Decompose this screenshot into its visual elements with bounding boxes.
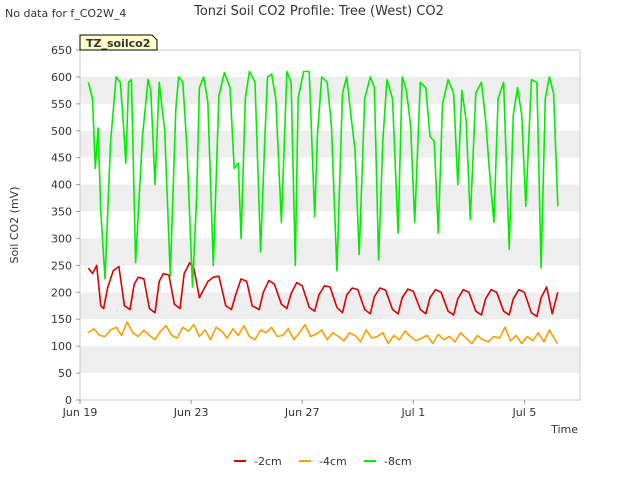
series-line-8cm [87, 70, 559, 288]
badge-label: TZ_soilco2 [86, 37, 150, 50]
no-data-note: No data for f_CO2W_4 [5, 7, 126, 20]
y-tick-label: 550 [51, 98, 72, 111]
x-axis-label: Time [550, 423, 578, 436]
y-tick-label: 500 [51, 125, 72, 138]
y-tick-label: 450 [51, 152, 72, 165]
plot-area-border [79, 49, 581, 401]
x-tick-label: Jun 23 [173, 406, 209, 419]
x-tick-label: Jul 1 [400, 406, 425, 419]
grid-bands [80, 76, 580, 374]
chart-title: Tonzi Soil CO2 Profile: Tree (West) CO2 [193, 4, 444, 19]
y-tick-label: 150 [51, 313, 72, 326]
grid-band [80, 346, 580, 374]
legend-label: -2cm [254, 455, 282, 468]
series-lines [87, 70, 559, 345]
y-tick-label: 0 [65, 394, 72, 407]
y-tick-label: 350 [51, 206, 72, 219]
grid-band [80, 292, 580, 320]
y-tick-label: 200 [51, 286, 72, 299]
series-line-2cm [87, 261, 559, 318]
x-tick-label: Jun 19 [62, 406, 98, 419]
y-tick-label: 250 [51, 259, 72, 272]
y-axis-label: Soil CO2 (mV) [8, 187, 21, 264]
grid-band [80, 76, 580, 104]
grid-band [80, 184, 580, 212]
y-tick-label: 650 [51, 44, 72, 57]
y-tick-label: 100 [51, 340, 72, 353]
badge: TZ_soilco2 [79, 34, 158, 51]
legend-label: -8cm [384, 455, 412, 468]
y-tick-label: 300 [51, 232, 72, 245]
y-axis: 0 50 100 150 200 250 300 350 400 450 500 550 600 650 [51, 44, 80, 407]
grid-band [80, 238, 580, 266]
x-tick-label: Jun 27 [284, 406, 320, 419]
series-line-4cm [87, 321, 559, 345]
legend: -2cm -4cm -8cm [234, 455, 412, 468]
y-tick-label: 400 [51, 179, 72, 192]
x-tick-label: Jul 5 [512, 406, 537, 419]
legend-label: -4cm [319, 455, 347, 468]
y-tick-label: 600 [51, 71, 72, 84]
x-axis: Jun 19 Jun 23 Jun 27 Jul 1 Jul 5 [62, 400, 537, 419]
y-tick-label: 50 [58, 367, 72, 380]
